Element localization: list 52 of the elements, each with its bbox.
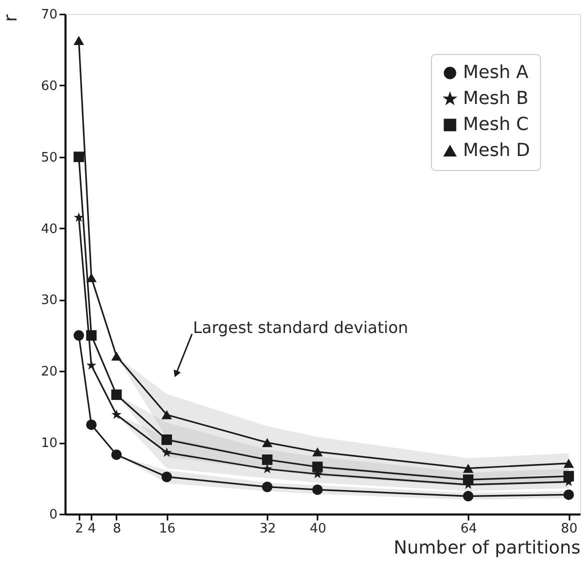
- point: [162, 434, 172, 445]
- x-axis-title: Number of partitions: [394, 538, 580, 558]
- y-tick-label: 40: [40, 222, 58, 237]
- x-tick-label: 40: [310, 522, 326, 536]
- point: [112, 409, 122, 419]
- point: [74, 212, 84, 222]
- legend-label: Mesh C: [463, 114, 529, 135]
- point: [162, 410, 172, 420]
- x-tick-label: 8: [112, 522, 122, 536]
- point: [86, 360, 96, 370]
- point: [563, 489, 574, 500]
- y-tick-label: 10: [40, 436, 58, 452]
- point: [262, 464, 272, 474]
- point: [262, 482, 272, 492]
- point: [312, 447, 323, 456]
- x-tick-label: 32: [259, 522, 276, 536]
- point: [74, 152, 84, 162]
- point: [111, 389, 122, 400]
- y-tick-label: 30: [40, 293, 58, 308]
- y-axis-title: r: [0, 14, 22, 22]
- y-tick-label: 0: [49, 508, 58, 522]
- point: [74, 330, 84, 341]
- point: [74, 36, 84, 45]
- point: [111, 449, 122, 460]
- point: [563, 470, 574, 482]
- x-tick-label: 4: [88, 522, 96, 536]
- point: [312, 462, 323, 472]
- y-tick-label: 60: [40, 78, 58, 94]
- point: [86, 419, 97, 430]
- x-tick-label: 64: [460, 522, 477, 536]
- point: [86, 330, 97, 341]
- legend-label: Mesh A: [463, 62, 530, 83]
- point: [262, 454, 272, 465]
- point: [462, 490, 474, 502]
- point: [563, 458, 574, 468]
- legend-label: Mesh D: [463, 140, 530, 161]
- legend-label: Mesh B: [463, 88, 528, 109]
- x-tick-label: 2: [75, 522, 84, 536]
- x-tick-label: 16: [158, 522, 176, 536]
- point: [86, 273, 97, 282]
- point: [162, 447, 172, 457]
- x-tick-label: 80: [560, 522, 578, 536]
- point: [462, 474, 474, 485]
- point: [462, 464, 474, 473]
- y-tick-label: 70: [40, 8, 58, 22]
- point: [162, 472, 172, 482]
- y-tick-label: 50: [40, 150, 58, 166]
- y-tick-label: 20: [40, 364, 58, 380]
- point: [111, 352, 122, 361]
- point: [312, 484, 323, 495]
- point: [262, 438, 272, 448]
- annotation: Largest standard deviation: [193, 318, 408, 337]
